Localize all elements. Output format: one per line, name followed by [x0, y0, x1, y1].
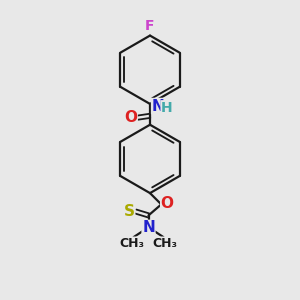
Text: CH₃: CH₃ — [120, 237, 145, 250]
Text: H: H — [161, 101, 173, 115]
Text: N: N — [152, 98, 164, 113]
Text: O: O — [161, 196, 174, 211]
Text: F: F — [145, 19, 155, 33]
Text: S: S — [124, 204, 135, 219]
Text: O: O — [124, 110, 137, 125]
Text: N: N — [142, 220, 155, 236]
Text: CH₃: CH₃ — [152, 237, 177, 250]
